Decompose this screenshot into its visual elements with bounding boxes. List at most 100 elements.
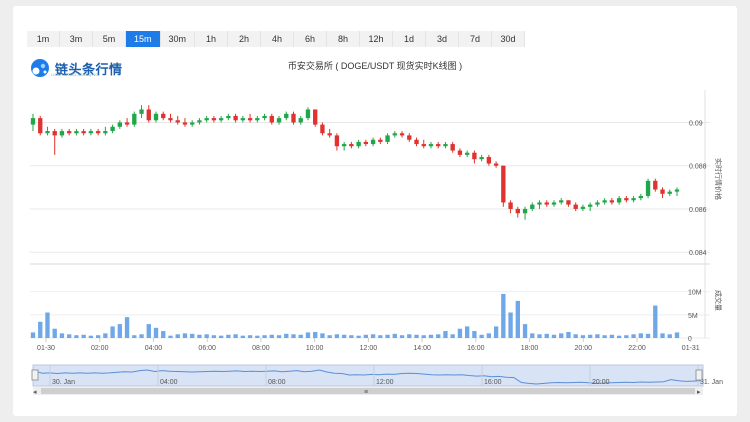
volume-bar[interactable]: [595, 334, 600, 338]
candle[interactable]: [269, 113, 274, 125]
candle[interactable]: [631, 195, 636, 203]
volume-bar[interactable]: [450, 334, 455, 338]
candle[interactable]: [81, 128, 86, 136]
volume-bar[interactable]: [269, 334, 274, 338]
volume-bar[interactable]: [182, 333, 188, 338]
candle[interactable]: [436, 141, 441, 149]
volume-bar[interactable]: [457, 328, 463, 338]
candle[interactable]: [255, 115, 260, 123]
navigator-handle-left[interactable]: [31, 369, 39, 381]
volume-bar[interactable]: [667, 334, 672, 338]
candle[interactable]: [479, 154, 484, 162]
volume-bar[interactable]: [226, 334, 231, 338]
volume-bar[interactable]: [38, 321, 43, 338]
candle[interactable]: [327, 128, 332, 138]
candle[interactable]: [320, 122, 325, 136]
candle[interactable]: [110, 124, 115, 134]
candle[interactable]: [428, 141, 434, 149]
volume-bar[interactable]: [305, 332, 311, 338]
candle[interactable]: [204, 115, 209, 123]
candle[interactable]: [573, 202, 578, 212]
volume-bar[interactable]: [313, 331, 318, 338]
candle[interactable]: [103, 126, 108, 136]
volume-bar[interactable]: [399, 335, 405, 338]
navigator-handle-right[interactable]: [695, 369, 703, 381]
volume-bar[interactable]: [624, 335, 629, 338]
volume-bar[interactable]: [81, 334, 86, 338]
candle[interactable]: [645, 178, 651, 199]
candle[interactable]: [530, 202, 535, 212]
volume-bar[interactable]: [378, 335, 383, 338]
candle[interactable]: [566, 200, 571, 207]
volume-bar[interactable]: [356, 335, 361, 338]
interval-button-3m[interactable]: 3m: [60, 31, 93, 47]
volume-bar[interactable]: [45, 312, 50, 339]
candle[interactable]: [161, 111, 166, 121]
candle[interactable]: [595, 200, 600, 207]
interval-button-8h[interactable]: 8h: [327, 31, 361, 47]
volume-bar[interactable]: [74, 335, 79, 338]
candle[interactable]: [392, 131, 397, 138]
candle[interactable]: [537, 200, 542, 209]
volume-bar[interactable]: [515, 300, 520, 338]
volume-bar[interactable]: [443, 331, 448, 338]
scroll-left-arrow[interactable]: ◂: [33, 389, 37, 396]
interval-button-30m[interactable]: 30m: [160, 31, 196, 47]
candle[interactable]: [95, 128, 101, 136]
volume-bar[interactable]: [464, 326, 470, 338]
volume-bar[interactable]: [117, 324, 123, 338]
candle[interactable]: [59, 128, 65, 138]
interval-button-1h[interactable]: 1h: [195, 31, 229, 47]
candle[interactable]: [587, 202, 593, 212]
candle[interactable]: [168, 113, 173, 123]
volume-bar[interactable]: [587, 334, 593, 338]
candle[interactable]: [399, 131, 405, 138]
candle[interactable]: [616, 195, 622, 205]
candle[interactable]: [284, 111, 289, 121]
candle[interactable]: [356, 139, 361, 149]
volume-bar[interactable]: [653, 305, 658, 338]
candle[interactable]: [385, 133, 390, 145]
volume-bar[interactable]: [247, 335, 253, 338]
interval-button-5m[interactable]: 5m: [93, 31, 126, 47]
candle[interactable]: [638, 193, 643, 201]
candle[interactable]: [464, 150, 470, 158]
volume-bar[interactable]: [493, 326, 499, 338]
candle[interactable]: [30, 113, 36, 132]
volume-bar[interactable]: [276, 335, 282, 338]
candle[interactable]: [124, 118, 130, 127]
volume-bar[interactable]: [551, 334, 557, 338]
candle[interactable]: [247, 113, 253, 123]
candle[interactable]: [313, 109, 318, 127]
candle[interactable]: [370, 137, 376, 147]
volume-bar[interactable]: [218, 335, 224, 338]
volume-bar[interactable]: [421, 335, 426, 338]
candle[interactable]: [450, 141, 455, 153]
candle[interactable]: [421, 139, 426, 149]
candle[interactable]: [493, 161, 499, 168]
volume-bar[interactable]: [537, 334, 542, 338]
volume-bar[interactable]: [146, 324, 151, 338]
candle[interactable]: [407, 133, 412, 142]
volume-bar[interactable]: [327, 335, 332, 338]
volume-bar[interactable]: [559, 333, 564, 338]
candle[interactable]: [190, 120, 195, 127]
candle[interactable]: [501, 165, 506, 207]
volume-bar[interactable]: [341, 334, 347, 338]
interval-button-6h[interactable]: 6h: [294, 31, 328, 47]
interval-button-30d[interactable]: 30d: [492, 31, 526, 47]
candle[interactable]: [457, 148, 463, 158]
interval-button-4h[interactable]: 4h: [261, 31, 295, 47]
candle[interactable]: [45, 126, 50, 136]
volume-bar[interactable]: [544, 333, 549, 338]
volume-bar[interactable]: [566, 331, 571, 338]
volume-bar[interactable]: [609, 334, 615, 338]
volume-bar[interactable]: [255, 335, 260, 338]
volume-bar[interactable]: [197, 334, 202, 338]
candle[interactable]: [218, 115, 224, 123]
volume-bar[interactable]: [660, 333, 665, 338]
volume-bar[interactable]: [472, 331, 477, 338]
volume-bar[interactable]: [284, 333, 289, 338]
scroll-right-arrow[interactable]: ▸: [697, 389, 701, 396]
interval-button-3d[interactable]: 3d: [426, 31, 460, 47]
